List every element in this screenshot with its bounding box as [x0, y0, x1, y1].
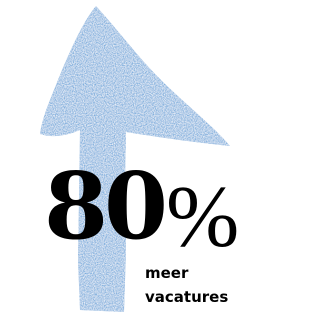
- graphic: 80 % meer vacatures: [0, 0, 253, 316]
- infographic: 80 % meer vacatures: [0, 0, 253, 316]
- headline-number: 80: [44, 152, 164, 260]
- caption-line: meer: [145, 264, 189, 282]
- caption-line: vacatures: [145, 288, 228, 306]
- headline-unit: %: [166, 169, 239, 266]
